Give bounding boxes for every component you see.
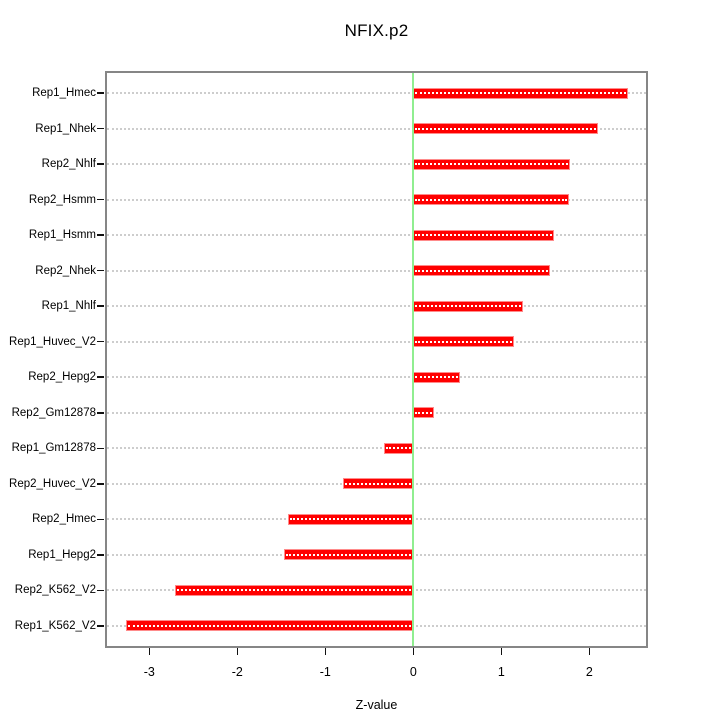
y-axis-label-Rep2_Nhek: Rep2_Nhek [35,264,96,277]
bar-center-dots [128,624,412,627]
y-axis-tick [97,163,104,165]
y-axis-tick [97,518,104,521]
bar-center-dots [415,269,548,272]
y-axis-label-Rep2_Hsmm: Rep2_Hsmm [28,193,96,206]
y-axis-label-Rep1_Gm12878: Rep1_Gm12878 [11,442,96,455]
grid-line [107,305,646,308]
grid-line [107,447,646,450]
bar-center-dots [415,411,432,414]
y-axis-tick [97,376,104,378]
bar-Rep2_Hsmm [413,194,570,206]
bar-center-dots [415,305,522,308]
y-axis-tick [97,127,104,130]
bar-Rep1_Gm12878 [384,442,414,454]
x-axis-tick [236,648,239,655]
grid-line [107,234,646,237]
y-axis-tick [97,198,104,201]
y-axis-label-Rep1_Hsmm: Rep1_Hsmm [28,229,96,242]
bar-Rep1_Hsmm [413,229,555,241]
y-axis-label-Rep1_Hepg2: Rep1_Hepg2 [28,548,96,561]
chart-title: NFIX.p2 [344,21,409,40]
y-axis-tick [97,305,104,307]
y-axis-label-Rep2_Hmec: Rep2_Hmec [32,513,96,526]
x-axis-tick [148,648,151,655]
bar-center-dots [386,447,412,450]
bar-center-dots [415,92,627,94]
bar-center-dots [290,518,412,521]
bar-Rep2_Hmec [288,513,414,525]
y-axis-tick [97,447,104,450]
x-axis-tick-label: -2 [231,665,243,679]
y-axis-tick [97,589,104,592]
plot-area [105,71,648,648]
bar-Rep2_Huvec_V2 [342,478,414,490]
y-axis-tick [97,92,104,94]
bar-Rep2_Nhlf [413,158,570,170]
x-axis-tick-label: -1 [319,665,331,679]
bar-center-dots [415,234,553,237]
x-axis-tick [324,648,327,655]
bar-center-dots [415,198,568,201]
bar-Rep1_K562_V2 [126,620,414,632]
x-axis-tick [500,648,503,655]
bar-Rep1_Hmec [413,87,629,99]
bar-center-dots [415,376,458,379]
bar-center-dots [415,127,597,130]
grid-line [107,198,646,201]
y-axis-label-Rep1_Hmec: Rep1_Hmec [32,87,96,99]
x-axis-tick [412,648,415,655]
y-axis-tick [97,269,104,272]
x-axis-tick-label: 2 [585,665,593,679]
zero-line [412,73,415,646]
y-axis-label-Rep2_Gm12878: Rep2_Gm12878 [11,406,96,419]
bar-Rep2_Hepg2 [413,371,460,383]
bar-Rep2_Gm12878 [413,407,434,419]
bar-Rep2_K562_V2 [174,584,414,596]
y-axis-tick [97,412,104,414]
bar-center-dots [415,340,513,343]
y-axis-label-Rep2_Hepg2: Rep2_Hepg2 [28,371,96,384]
bar-Rep1_Nhek [413,123,599,135]
y-axis-tick [97,483,104,485]
grid-line [107,127,646,130]
x-axis-tick [588,648,591,655]
grid-line [107,269,646,272]
bar-center-dots [285,553,412,556]
grid-line [107,340,646,343]
y-axis-label-Rep1_Huvec_V2: Rep1_Huvec_V2 [9,335,96,348]
bar-center-dots [344,482,412,485]
y-axis-tick [97,234,104,236]
bar-center-dots [415,163,568,166]
grid-line [107,163,646,166]
bar-Rep1_Hepg2 [283,549,414,561]
x-axis-title: Z-value [355,698,398,712]
bar-center-dots [176,589,412,592]
y-axis-tick [97,340,104,343]
y-axis-label-Rep1_Nhek: Rep1_Nhek [35,122,96,135]
y-axis-label-Rep2_K562_V2: Rep2_K562_V2 [14,584,96,597]
y-axis-tick [97,625,104,627]
bar-Rep1_Huvec_V2 [413,336,515,348]
x-axis-tick-label: -3 [143,665,155,679]
y-axis-label-Rep2_Nhlf: Rep2_Nhlf [41,158,96,171]
grid-line [107,411,646,414]
x-axis-tick-label: 1 [497,665,505,679]
grid-line [107,376,646,379]
bar-Rep2_Nhek [413,265,550,277]
y-axis-label-Rep1_K562_V2: Rep1_K562_V2 [14,619,96,632]
y-axis-label-Rep2_Huvec_V2: Rep2_Huvec_V2 [9,477,96,490]
x-axis-tick-label: 0 [409,665,417,679]
y-axis-tick [97,554,104,556]
y-axis-label-Rep1_Nhlf: Rep1_Nhlf [41,300,96,313]
bar-Rep1_Nhlf [413,300,524,312]
grid-line [107,92,646,94]
